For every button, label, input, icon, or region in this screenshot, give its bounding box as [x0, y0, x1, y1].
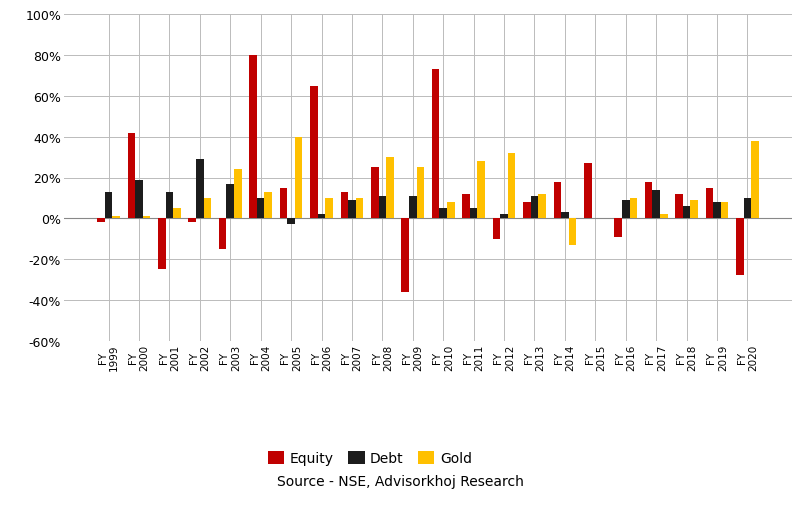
Bar [675, 194, 683, 219]
Bar [97, 219, 105, 223]
Bar [112, 217, 120, 219]
Bar [561, 213, 569, 219]
Bar [554, 182, 561, 219]
Bar [569, 219, 576, 245]
Legend: Equity, Debt, Gold: Equity, Debt, Gold [262, 446, 478, 471]
Bar [736, 219, 744, 276]
Bar [250, 56, 257, 219]
Bar [706, 188, 714, 219]
Bar [500, 215, 508, 219]
Bar [265, 192, 272, 219]
Bar [447, 203, 454, 219]
Bar [158, 219, 166, 270]
Bar [226, 184, 234, 219]
Bar [188, 219, 196, 223]
Bar [402, 219, 409, 292]
Bar [508, 154, 515, 219]
Bar [432, 70, 439, 219]
Bar [744, 199, 751, 219]
Bar [462, 194, 470, 219]
Bar [439, 209, 447, 219]
Bar [142, 217, 150, 219]
Text: Source - NSE, Advisorkhoj Research: Source - NSE, Advisorkhoj Research [277, 474, 523, 488]
Bar [614, 219, 622, 237]
Bar [341, 192, 348, 219]
Bar [318, 215, 326, 219]
Bar [478, 162, 485, 219]
Bar [622, 201, 630, 219]
Bar [751, 142, 759, 219]
Bar [371, 168, 378, 219]
Bar [280, 188, 287, 219]
Bar [630, 199, 637, 219]
Bar [409, 196, 417, 219]
Bar [417, 168, 424, 219]
Bar [645, 182, 653, 219]
Bar [530, 196, 538, 219]
Bar [386, 158, 394, 219]
Bar [326, 199, 333, 219]
Bar [203, 199, 211, 219]
Bar [714, 203, 721, 219]
Bar [523, 203, 530, 219]
Bar [660, 215, 668, 219]
Bar [127, 133, 135, 219]
Bar [196, 160, 203, 219]
Bar [257, 199, 265, 219]
Bar [287, 219, 295, 225]
Bar [173, 209, 181, 219]
Bar [356, 199, 363, 219]
Bar [295, 137, 302, 219]
Bar [348, 201, 356, 219]
Bar [234, 170, 242, 219]
Bar [721, 203, 729, 219]
Bar [584, 164, 591, 219]
Bar [135, 180, 142, 219]
Bar [378, 196, 386, 219]
Bar [310, 87, 318, 219]
Bar [653, 190, 660, 219]
Bar [538, 194, 546, 219]
Bar [493, 219, 500, 239]
Bar [105, 192, 112, 219]
Bar [683, 207, 690, 219]
Bar [166, 192, 173, 219]
Bar [470, 209, 478, 219]
Bar [219, 219, 226, 249]
Bar [690, 201, 698, 219]
